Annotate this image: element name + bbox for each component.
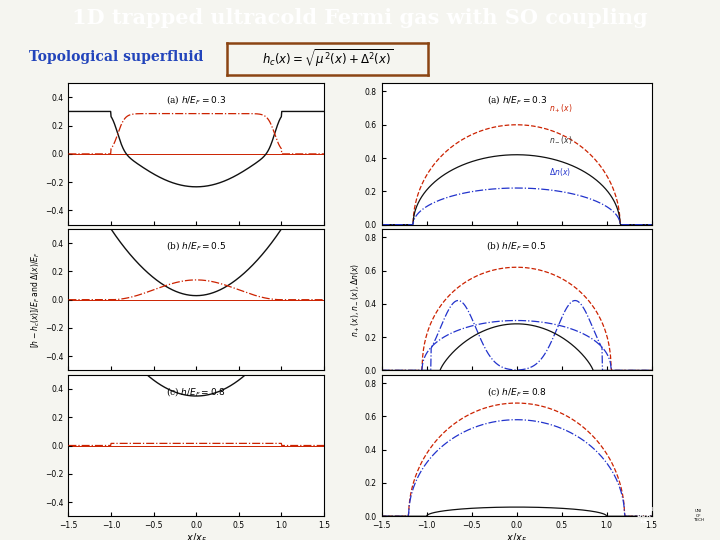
Text: Topological superfluid: Topological superfluid bbox=[29, 50, 203, 64]
Text: 1D trapped ultracold Fermi gas with SO coupling: 1D trapped ultracold Fermi gas with SO c… bbox=[72, 8, 648, 28]
Text: (c) $h/E_F = 0.8$: (c) $h/E_F = 0.8$ bbox=[487, 384, 546, 397]
X-axis label: $x/x_F$: $x/x_F$ bbox=[186, 531, 207, 540]
Text: UNI
OF
TECH: UNI OF TECH bbox=[693, 509, 704, 522]
X-axis label: $x/x_F$: $x/x_F$ bbox=[506, 531, 527, 540]
Text: (b) $h/E_F = 0.5$: (b) $h/E_F = 0.5$ bbox=[486, 239, 547, 252]
Text: $n_+(x)$: $n_+(x)$ bbox=[549, 103, 572, 115]
Text: (c) $h/E_F = 0.8$: (c) $h/E_F = 0.8$ bbox=[166, 384, 226, 397]
Text: $n_-(x)$: $n_-(x)$ bbox=[549, 134, 572, 146]
Text: $h_c(x)=\sqrt{\mu^2(x)+\Delta^2(x)}$: $h_c(x)=\sqrt{\mu^2(x)+\Delta^2(x)}$ bbox=[262, 48, 393, 70]
Text: SWIN
BUR
NE: SWIN BUR NE bbox=[634, 508, 654, 524]
Text: (a) $h/E_F = 0.3$: (a) $h/E_F = 0.3$ bbox=[487, 93, 546, 106]
Text: $\Delta n(x)$: $\Delta n(x)$ bbox=[549, 166, 571, 178]
Text: (a) $h/E_F = 0.3$: (a) $h/E_F = 0.3$ bbox=[166, 93, 226, 106]
Y-axis label: $n_+(x), n_-(x), \Delta n(x)$: $n_+(x), n_-(x), \Delta n(x)$ bbox=[349, 263, 362, 336]
Text: (b) $h/E_F = 0.5$: (b) $h/E_F = 0.5$ bbox=[166, 239, 227, 252]
Y-axis label: $[h - h_c(x)]/E_F$ and $\Delta(x)/E_F$: $[h - h_c(x)]/E_F$ and $\Delta(x)/E_F$ bbox=[30, 251, 42, 348]
